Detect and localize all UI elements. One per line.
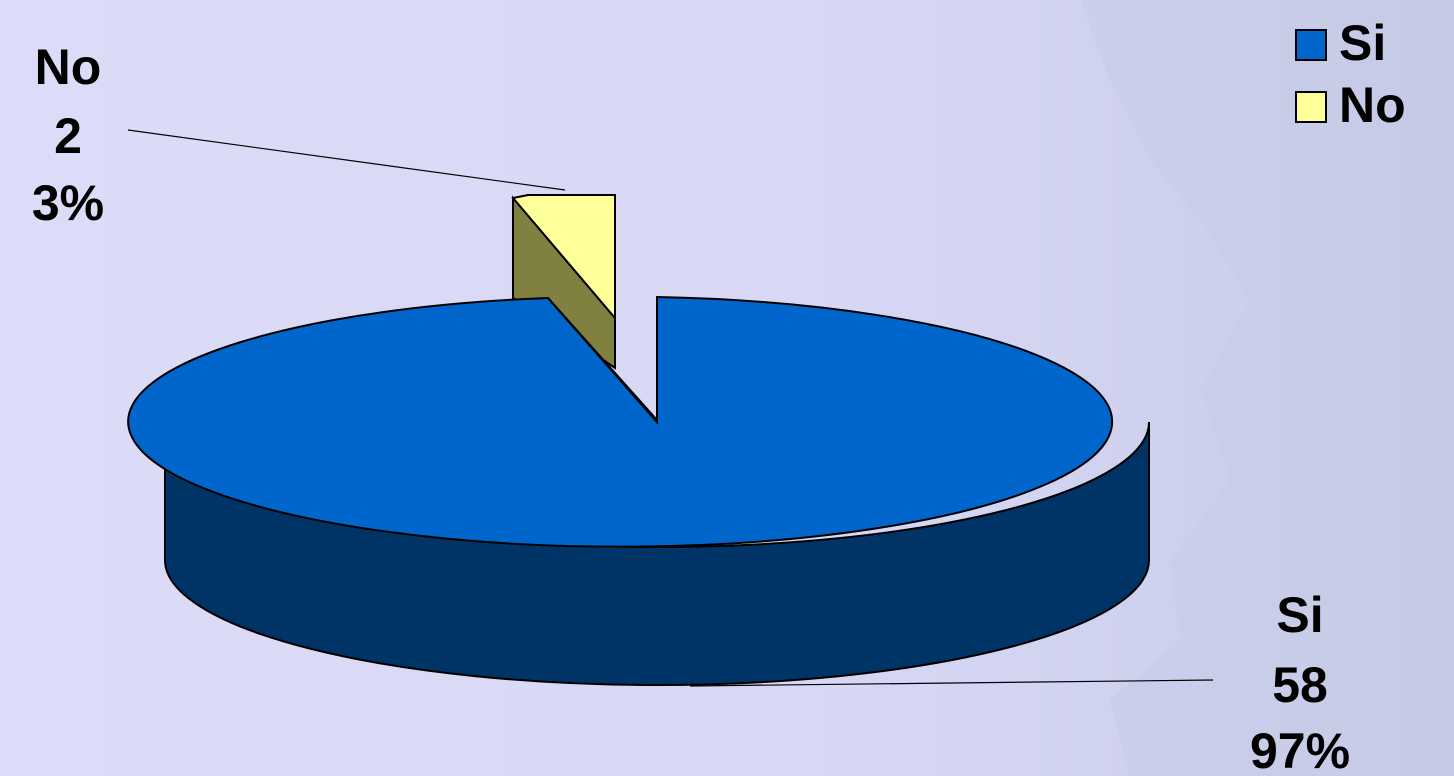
legend-swatch-si — [1295, 29, 1327, 61]
legend-swatch-no — [1295, 91, 1327, 123]
slice-si-top[interactable] — [127, 295, 1114, 548]
leader-line-si — [689, 679, 1214, 687]
data-label-si-value: 58 — [1272, 657, 1328, 713]
legend-item-si[interactable]: Si — [1295, 12, 1406, 74]
leader-line-no — [127, 129, 566, 191]
slice-si-inner-wall — [547, 297, 658, 425]
legend-item-no[interactable]: No — [1295, 74, 1406, 136]
legend-label-no: No — [1339, 77, 1406, 133]
data-label-no-percent: 3% — [32, 175, 104, 231]
chart-legend: Si No — [1295, 12, 1406, 136]
background-map-decoration — [1080, 0, 1454, 776]
data-label-no-value: 2 — [54, 108, 82, 164]
data-label-no-category: No — [35, 39, 102, 95]
slice-no-top[interactable] — [511, 194, 616, 321]
data-label-si-percent: 97% — [1250, 723, 1350, 776]
data-label-si-category: Si — [1276, 587, 1323, 643]
legend-label-si: Si — [1339, 15, 1387, 71]
